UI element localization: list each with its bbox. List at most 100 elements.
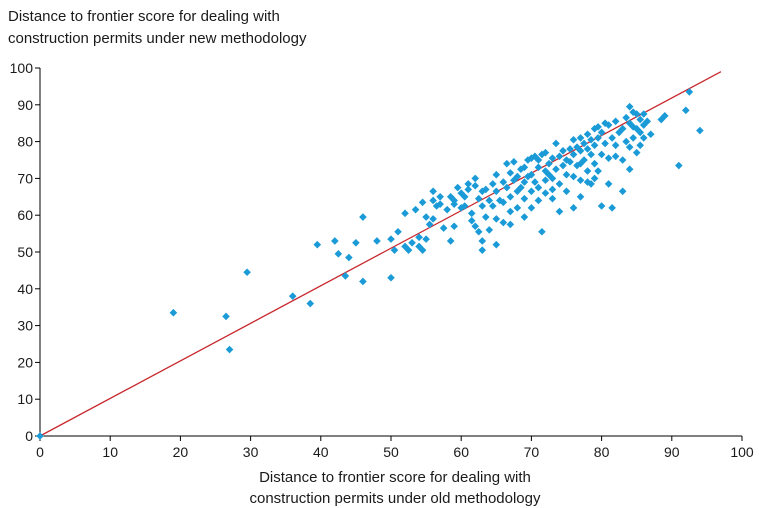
y-tick-label: 10 (17, 391, 33, 407)
data-point (446, 193, 455, 201)
data-point (373, 237, 381, 245)
data-point (510, 176, 518, 185)
data-point (169, 308, 178, 317)
data-point (660, 112, 669, 120)
data-point (422, 213, 430, 221)
data-point (387, 235, 395, 243)
data-point (481, 213, 490, 221)
data-point (460, 193, 469, 201)
data-point (590, 141, 599, 150)
data-point (625, 165, 634, 173)
data-point (471, 181, 480, 190)
x-tick-label: 90 (664, 444, 680, 460)
data-point (569, 204, 578, 212)
x-tick-label: 0 (36, 444, 44, 460)
data-point (467, 209, 476, 218)
data-point (418, 246, 427, 254)
data-point (499, 178, 508, 186)
data-point (496, 196, 504, 205)
data-point (474, 227, 483, 236)
x-tick-label: 30 (243, 444, 259, 460)
data-point (408, 239, 416, 247)
data-point (534, 196, 543, 205)
x-tick-label: 50 (383, 444, 399, 460)
data-point (576, 134, 585, 142)
data-point (527, 204, 536, 212)
data-point (604, 154, 613, 162)
data-point (541, 148, 550, 157)
data-point (457, 189, 465, 197)
data-point (601, 139, 609, 148)
data-point (492, 170, 501, 179)
data-point (583, 145, 592, 153)
data-point (534, 156, 543, 164)
data-point (622, 113, 630, 122)
data-point (597, 128, 606, 137)
data-point (306, 299, 315, 308)
data-point (548, 194, 557, 203)
data-point (503, 159, 511, 168)
x-tick-label: 20 (173, 444, 189, 460)
data-point (387, 273, 395, 282)
data-point (352, 239, 360, 247)
data-point (608, 134, 616, 142)
data-point (576, 176, 585, 185)
data-point (429, 187, 437, 196)
y-tick-label: 70 (17, 170, 33, 186)
data-point (548, 154, 557, 162)
data-point (597, 150, 606, 159)
data-point (625, 143, 634, 151)
data-point (401, 209, 409, 218)
x-tick-label: 100 (730, 444, 754, 460)
data-point (587, 150, 595, 159)
data-point (394, 227, 402, 236)
reference-line (39, 71, 722, 437)
data-point (436, 193, 444, 201)
data-point (446, 237, 455, 245)
data-point (422, 235, 430, 243)
data-point (510, 158, 518, 166)
y-tick-label: 20 (17, 354, 33, 370)
data-point (531, 178, 539, 186)
x-axis-title-line-1: Distance to frontier score for dealing w… (259, 469, 531, 486)
y-axis-title-line-2: construction permits under new methodolo… (8, 30, 307, 47)
data-point (618, 187, 627, 196)
plot-area: 0 10 20 30 40 50 60 70 80 90 100 0 10 20 30 40 50 60 70 80 9… (10, 60, 754, 460)
data-point (425, 220, 434, 229)
data-point (622, 137, 630, 146)
data-point (639, 134, 648, 142)
data-point (576, 193, 585, 201)
data-point (555, 207, 564, 216)
data-point (478, 246, 487, 254)
data-point (562, 187, 571, 196)
data-point (538, 227, 546, 236)
x-axis-title-line-2: construction permits under old methodolo… (250, 490, 541, 507)
y-tick-label: 50 (17, 244, 33, 260)
data-point (243, 268, 251, 277)
data-point (643, 117, 652, 126)
x-tick-label: 40 (313, 444, 329, 460)
data-point (429, 196, 437, 205)
data-point (636, 128, 645, 137)
data-point (513, 204, 522, 212)
data-point (474, 194, 483, 203)
data-point (506, 169, 515, 177)
data-point (492, 187, 501, 196)
data-point (646, 130, 655, 139)
data-point (36, 432, 44, 440)
data-point (506, 207, 515, 216)
data-point (453, 183, 462, 192)
data-point (439, 224, 448, 232)
x-tick-label: 70 (524, 444, 540, 460)
data-point (552, 165, 560, 173)
data-point (696, 126, 704, 135)
data-point (636, 141, 645, 150)
data-point (594, 167, 602, 175)
data-point (590, 159, 599, 168)
data-point (611, 117, 620, 126)
data-point (517, 165, 525, 173)
data-point (587, 135, 595, 144)
data-point (559, 147, 567, 155)
data-point (464, 180, 473, 188)
data-point (492, 215, 501, 223)
